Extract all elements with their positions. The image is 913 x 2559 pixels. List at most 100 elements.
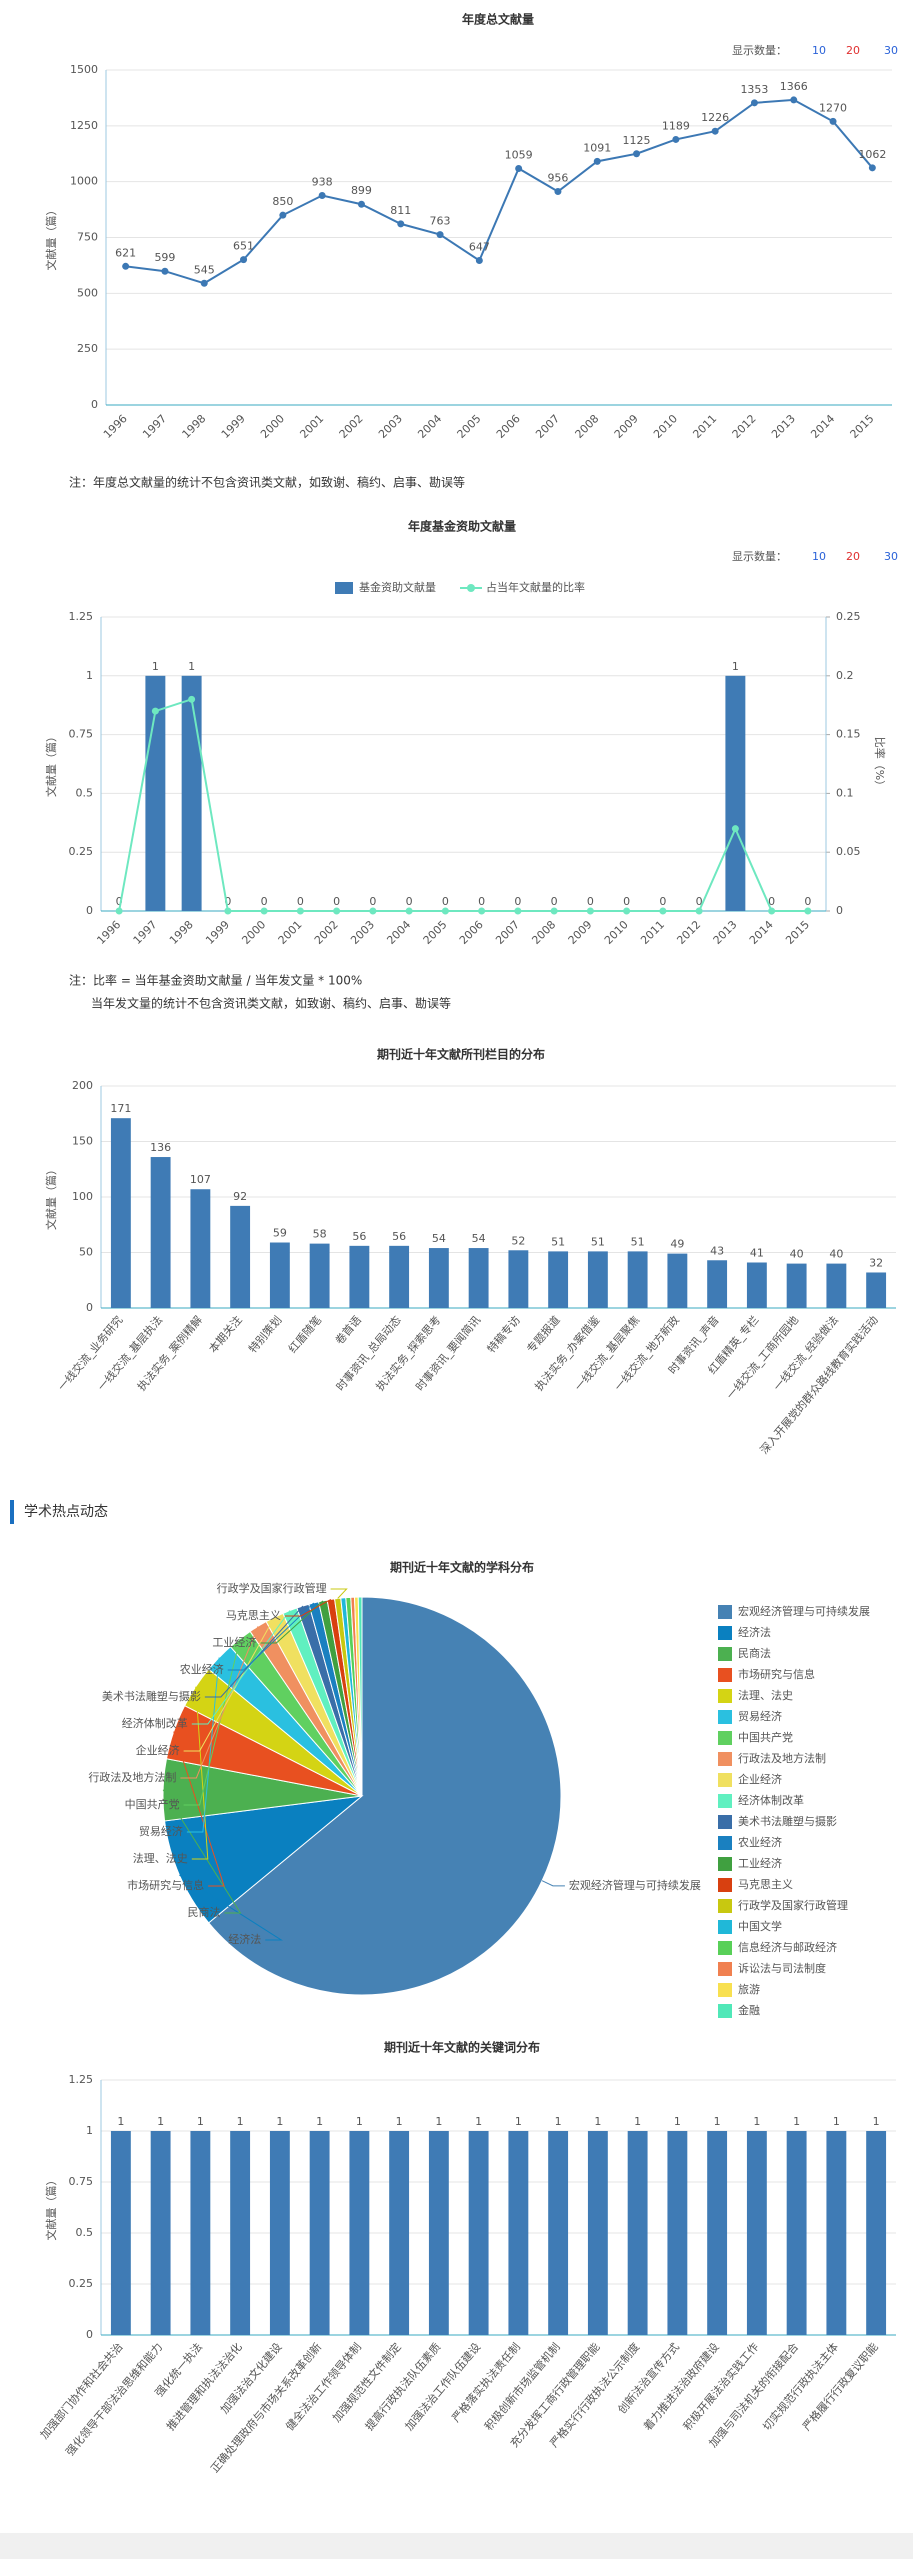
bar: [508, 1250, 529, 1308]
data-label: 49: [670, 1238, 684, 1251]
leader-line: [227, 1602, 315, 1671]
bar: [190, 1189, 211, 1308]
y-tick-label: 1250: [70, 119, 98, 132]
leader-line: [204, 1605, 304, 1698]
bar: [786, 2131, 807, 2335]
legend-label: 经济体制改革: [738, 1793, 804, 1807]
legend-label: 经济法: [738, 1625, 771, 1639]
display-option[interactable]: 10: [812, 44, 826, 57]
point: [200, 279, 208, 287]
slice-label: 法理、法史: [133, 1851, 188, 1865]
line: [118, 698, 808, 912]
point: [868, 164, 876, 172]
data-label: 1: [594, 2115, 601, 2128]
legend-swatch: [718, 1647, 732, 1661]
data-label: 40: [790, 1248, 804, 1261]
legend-label: 美术书法雕塑与摄影: [738, 1814, 837, 1828]
bar: [866, 2131, 887, 2335]
data-label: 0: [442, 895, 449, 908]
y-tick-label: 1: [86, 2124, 93, 2137]
x-tick-label: 2010: [651, 412, 680, 441]
x-tick-label: 严格落实执法责任制: [449, 2340, 523, 2425]
bar: [587, 1251, 608, 1308]
data-label: 1: [833, 2115, 840, 2128]
y2-tick-label: 0.15: [836, 728, 861, 741]
point: [224, 907, 232, 915]
legend-swatch: [718, 1920, 732, 1934]
data-label: 1: [873, 2115, 880, 2128]
data-label: 647: [469, 241, 490, 254]
legend-label: 贸易经济: [738, 1709, 782, 1723]
data-label: 0: [514, 895, 521, 908]
chart-title: 期刊近十年文献所刊栏目的分布: [377, 1047, 545, 1062]
data-label: 1: [515, 2115, 522, 2128]
bar: [627, 2131, 648, 2335]
x-tick-label: 2000: [239, 918, 268, 947]
display-option[interactable]: 20: [846, 44, 860, 57]
legend-swatch: [718, 1983, 732, 1997]
bar: [269, 1242, 290, 1308]
y-tick-label: 0.75: [69, 2175, 94, 2188]
x-tick-label: 2015: [783, 918, 812, 947]
display-option[interactable]: 30: [884, 550, 898, 563]
legend-swatch: [718, 2004, 732, 2018]
y-tick-label: 0: [86, 1301, 93, 1314]
legend-label: 法理、法史: [738, 1688, 793, 1702]
data-label: 0: [406, 895, 413, 908]
x-tick-label: 2011: [638, 918, 667, 947]
bar: [508, 2131, 529, 2335]
data-label: 0: [623, 895, 630, 908]
x-tick-label: 2008: [573, 412, 602, 441]
data-label: 56: [352, 1230, 366, 1243]
x-tick-label: 2003: [348, 918, 377, 947]
data-label: 1091: [583, 141, 611, 154]
x-tick-label: 2005: [421, 918, 450, 947]
data-label: 1: [276, 2115, 283, 2128]
x-tick-label: 加强规范性文件制定: [329, 2340, 403, 2425]
bar: [468, 1248, 489, 1308]
display-option[interactable]: 30: [884, 44, 898, 57]
data-label: 51: [551, 1235, 565, 1248]
legend-label: 中国共产党: [738, 1730, 793, 1744]
y-tick-label: 0: [86, 904, 93, 917]
display-option[interactable]: 10: [812, 550, 826, 563]
y-tick-label: 500: [77, 286, 98, 299]
data-label: 0: [659, 895, 666, 908]
y2-tick-label: 0: [836, 904, 843, 917]
legend-label: 中国文学: [738, 1919, 782, 1933]
bar: [786, 1263, 807, 1308]
y2-tick-label: 0.1: [836, 786, 854, 799]
point: [296, 907, 304, 915]
bar: [725, 675, 746, 911]
bar: [309, 2131, 330, 2335]
data-label: 1: [356, 2115, 363, 2128]
chart-title: 年度基金资助文献量: [408, 519, 516, 534]
data-label: 54: [432, 1232, 446, 1245]
x-tick-label: 2004: [415, 412, 444, 441]
point: [731, 825, 739, 833]
bar: [428, 1248, 449, 1308]
x-tick-label: 2004: [384, 918, 413, 947]
point: [240, 256, 248, 264]
data-label: 43: [710, 1244, 724, 1257]
display-label: 显示数量：: [732, 44, 787, 57]
bar: [110, 1118, 131, 1308]
legend-swatch: [718, 1815, 732, 1829]
point: [436, 231, 444, 239]
bar: [110, 2131, 131, 2335]
data-label: 1: [674, 2115, 681, 2128]
point: [115, 907, 123, 915]
point: [405, 907, 413, 915]
legend-swatch: [718, 1605, 732, 1619]
display-option[interactable]: 20: [846, 550, 860, 563]
leader-line: [284, 1599, 332, 1617]
point: [711, 127, 719, 135]
x-tick-label: 2013: [711, 918, 740, 947]
y-tick-label: 750: [77, 231, 98, 244]
legend-label: 民商法: [738, 1646, 771, 1660]
data-label: 1: [753, 2115, 760, 2128]
data-label: 1270: [819, 101, 847, 114]
legend-label: 金融: [738, 2003, 760, 2017]
x-tick-label: 2012: [730, 412, 759, 441]
y-tick-label: 250: [77, 342, 98, 355]
